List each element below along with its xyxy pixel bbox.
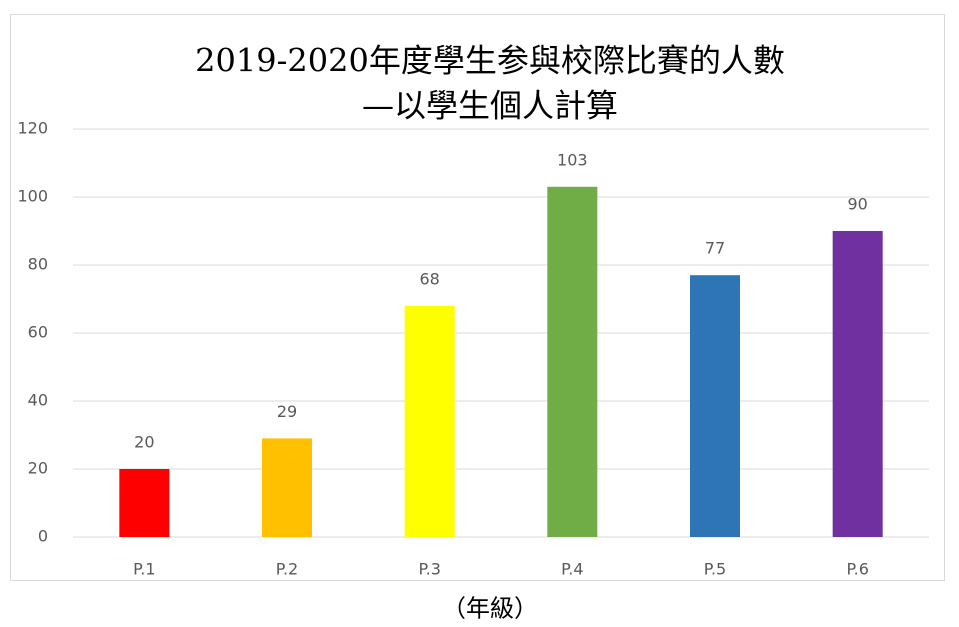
bar	[119, 469, 170, 537]
data-label: 90	[847, 195, 867, 214]
y-tick-label: 60	[28, 323, 48, 342]
bar	[832, 231, 883, 537]
y-tick-label: 80	[28, 255, 48, 274]
x-tick-label: P.4	[561, 560, 583, 579]
data-label: 29	[277, 402, 297, 421]
y-tick-label: 20	[28, 459, 48, 478]
data-label: 68	[419, 269, 439, 288]
y-tick-label: 0	[38, 527, 48, 546]
bar	[262, 438, 312, 537]
bar	[404, 305, 455, 537]
x-tick-label: P.1	[133, 560, 155, 579]
x-axis-label: （年級）	[442, 595, 538, 623]
data-label: 103	[557, 150, 588, 169]
chart-subtitle: —以學生個人計算	[362, 87, 618, 125]
data-label: 20	[134, 433, 154, 452]
y-tick-label: 40	[28, 391, 48, 410]
chart-title: 2019-2020年度學生参與校際比賽的人數	[195, 42, 785, 80]
bar	[690, 275, 740, 537]
data-label: 77	[705, 239, 725, 258]
y-tick-label: 100	[17, 187, 48, 206]
y-tick-label: 120	[17, 119, 48, 138]
x-tick-label: P.6	[846, 560, 868, 579]
x-tick-label: P.2	[276, 560, 298, 579]
bar	[547, 186, 598, 538]
x-tick-label: P.3	[418, 560, 440, 579]
x-tick-label: P.5	[704, 560, 726, 579]
